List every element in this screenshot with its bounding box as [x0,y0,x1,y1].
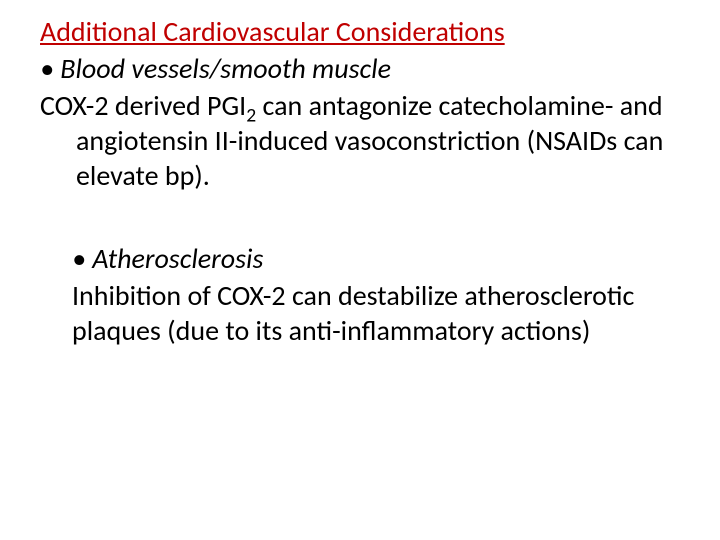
section1-body: COX-2 derived PGI2 can antagonize catech… [40,88,680,193]
section1-body-prefix: COX-2 derived PGI [40,88,246,123]
section2: • Atherosclerosis Inhibition of COX-2 ca… [72,241,680,348]
section2-bullet: • Atherosclerosis [72,241,680,276]
section1-bullet: • Blood vessels/smooth muscle [40,51,680,86]
slide-content: Additional Cardiovascular Considerations… [0,0,720,540]
section2-body: Inhibition of COX-2 can destabilize athe… [72,278,680,348]
slide-title: Additional Cardiovascular Considerations [40,14,680,49]
